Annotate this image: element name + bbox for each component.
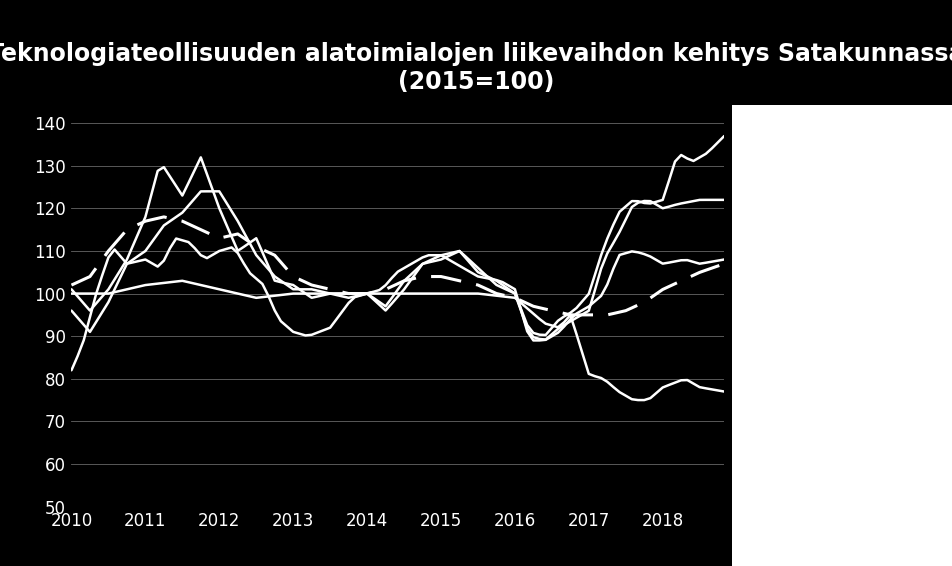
- Text: Teknologiateollisuuden alatoimialojen liikevaihdon kehitys Satakunnassa
(2015=10: Teknologiateollisuuden alatoimialojen li…: [0, 42, 952, 95]
